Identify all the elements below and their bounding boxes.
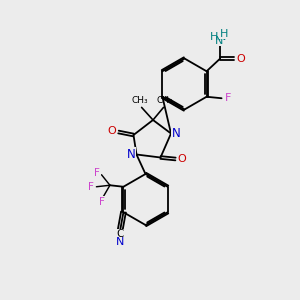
Text: O: O xyxy=(237,54,245,64)
Text: CH₃: CH₃ xyxy=(157,96,173,105)
Text: N: N xyxy=(214,36,223,46)
Text: F: F xyxy=(225,93,231,103)
Text: H: H xyxy=(210,32,218,42)
Text: C: C xyxy=(117,229,124,239)
Text: F: F xyxy=(94,168,100,178)
Text: N: N xyxy=(116,237,124,247)
Text: F: F xyxy=(88,182,94,192)
Text: O: O xyxy=(178,154,187,164)
Text: N: N xyxy=(172,127,181,140)
Text: H: H xyxy=(220,29,228,39)
Text: N: N xyxy=(218,32,226,42)
Text: N: N xyxy=(127,148,136,161)
Text: O: O xyxy=(107,125,116,136)
Text: F: F xyxy=(99,197,105,207)
Text: CH₃: CH₃ xyxy=(132,96,148,105)
